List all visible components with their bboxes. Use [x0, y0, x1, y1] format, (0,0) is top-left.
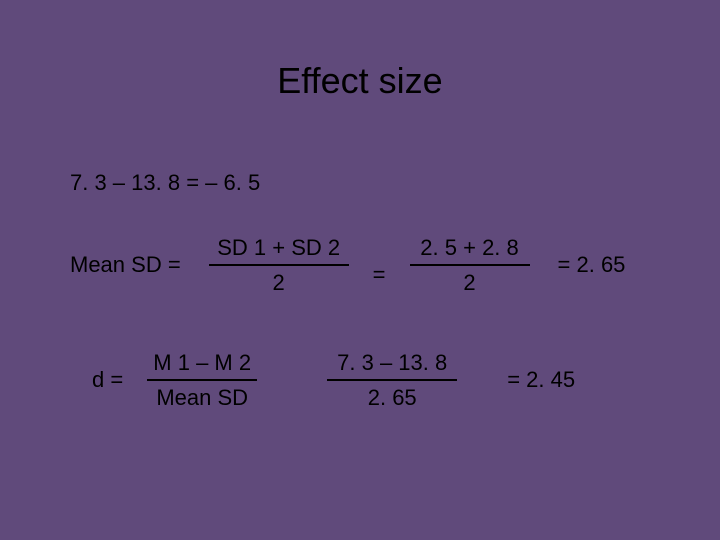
d-label: d =	[92, 367, 123, 393]
d-result: = 2. 45	[507, 367, 575, 393]
d-equation: d = M 1 – M 2 Mean SD 7. 3 – 13. 8 2. 65…	[92, 350, 575, 411]
meansd-result: = 2. 65	[558, 252, 626, 278]
d-frac1-top: M 1 – M 2	[153, 350, 251, 375]
fraction-bar	[209, 264, 349, 266]
d-frac1-bot: Mean SD	[156, 385, 248, 410]
meansd-frac2-bot: 2	[463, 270, 475, 295]
meansd-frac1-top: SD 1 + SD 2	[217, 235, 340, 260]
fraction-bar	[147, 379, 257, 381]
meansd-frac2-top: 2. 5 + 2. 8	[420, 235, 518, 260]
meansd-equation: Mean SD = SD 1 + SD 2 2 = 2. 5 + 2. 8 2 …	[70, 235, 625, 296]
meansd-frac2: 2. 5 + 2. 8 2	[410, 235, 530, 296]
d-frac1: M 1 – M 2 Mean SD	[147, 350, 257, 411]
d-frac2-bot: 2. 65	[368, 385, 417, 410]
subtraction-line: 7. 3 – 13. 8 = – 6. 5	[70, 170, 260, 196]
equals-sign: =	[373, 262, 386, 288]
meansd-frac1-bot: 2	[273, 270, 285, 295]
page-title: Effect size	[0, 60, 720, 102]
fraction-bar	[410, 264, 530, 266]
d-frac2: 7. 3 – 13. 8 2. 65	[327, 350, 457, 411]
fraction-bar	[327, 379, 457, 381]
meansd-label: Mean SD =	[70, 252, 181, 278]
d-frac2-top: 7. 3 – 13. 8	[337, 350, 447, 375]
meansd-frac1: SD 1 + SD 2 2	[209, 235, 349, 296]
